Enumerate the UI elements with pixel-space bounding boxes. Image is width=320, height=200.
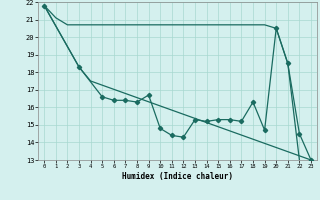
X-axis label: Humidex (Indice chaleur): Humidex (Indice chaleur) — [122, 172, 233, 181]
